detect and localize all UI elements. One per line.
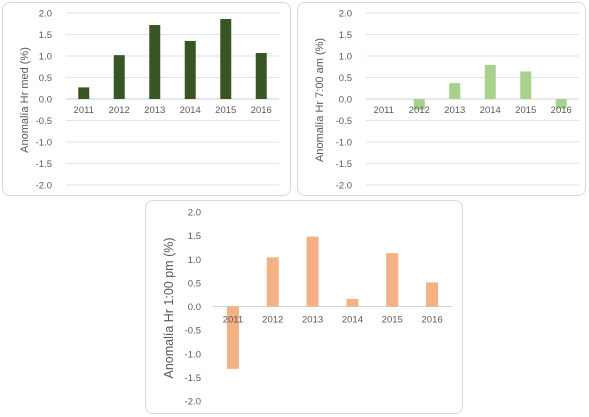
y-tick-label: -0.5 xyxy=(36,116,52,127)
y-tick-label: 1.0 xyxy=(39,52,52,63)
y-axis-label: Anomalía Hr med (%) xyxy=(19,47,31,153)
x-tick-label: 2013 xyxy=(302,315,323,326)
y-tick-label: -2.0 xyxy=(336,181,352,192)
x-tick-label: 2011 xyxy=(374,105,394,116)
bar-chart-hr-1pm: Anomalía Hr 1:00 pm (%) 2.0 1.5 1.0 0.5 0.0 -… xyxy=(162,208,452,408)
y-tick-label: -1.5 xyxy=(36,159,52,170)
y-tick-label: 2.0 xyxy=(339,9,352,20)
y-tick-label: -1.0 xyxy=(185,349,201,360)
bar-2011 xyxy=(78,87,90,99)
y-tick-label: 2.0 xyxy=(188,208,201,219)
x-tick-label: 2015 xyxy=(382,315,403,326)
bar-2012 xyxy=(413,99,425,110)
x-tick-label: 2016 xyxy=(422,315,443,326)
y-tick-label: 1.0 xyxy=(188,255,201,266)
bar-2016 xyxy=(255,52,267,99)
x-tick-label: 2014 xyxy=(342,315,363,326)
bar-2013 xyxy=(306,236,319,307)
x-tick-label: 2011 xyxy=(223,315,243,326)
y-tick-label: -2.0 xyxy=(185,397,201,408)
y-axis-label: Anomalía Hr 1:00 pm (%) xyxy=(162,237,176,378)
bar-2013 xyxy=(449,83,461,99)
y-tick-label: 0.5 xyxy=(39,73,52,84)
x-tick-label: 2012 xyxy=(109,105,130,116)
y-tick-label: 1.5 xyxy=(188,231,201,242)
bar-2014 xyxy=(484,65,496,99)
x-tick-label: 2011 xyxy=(74,105,94,116)
bar-chart-hr-med: Anomalía Hr med (%) 2.0 1.5 1.0 0.5 0.0 -0.5 -… xyxy=(19,9,279,192)
y-tick-label: 0.5 xyxy=(188,278,201,289)
y-tick-label: -0.5 xyxy=(185,326,201,337)
x-tick-label: 2016 xyxy=(251,105,272,116)
x-tick-label: 2014 xyxy=(480,105,501,116)
bar-2013 xyxy=(149,25,161,99)
x-tick-label: 2012 xyxy=(262,315,283,326)
x-tick-label: 2013 xyxy=(144,105,165,116)
bar-2011 xyxy=(226,306,239,369)
y-tick-label: -1.5 xyxy=(185,373,201,384)
x-tick-label: 2015 xyxy=(515,105,536,116)
y-tick-label: -1.0 xyxy=(36,138,52,149)
bar-2014 xyxy=(346,298,359,307)
bar-chart-hr-7am: Anomalía Hr 7:00 am (%) 2.0 1.5 1.0 0.5 0.0 -… xyxy=(314,9,579,192)
x-tick-label: 2014 xyxy=(180,105,201,116)
y-tick-label: 2.0 xyxy=(39,9,52,20)
x-tick-label: 2013 xyxy=(444,105,465,116)
bar-2015 xyxy=(220,19,232,99)
y-axis-label: Anomalía Hr 7:00 am (%) xyxy=(314,38,326,162)
bar-2012 xyxy=(113,55,125,99)
chart-panel-hr-med: Anomalía Hr med (%) 2.0 1.5 1.0 0.5 0.0 -0.5 -… xyxy=(2,2,291,196)
y-tick-label: -0.5 xyxy=(336,116,352,127)
bar-2016 xyxy=(426,282,439,307)
y-tick-label: 1.5 xyxy=(39,30,52,41)
x-tick-label: 2012 xyxy=(409,105,430,116)
bar-2014 xyxy=(184,40,196,99)
y-tick-label: 1.5 xyxy=(339,30,352,41)
y-tick-label: -1.5 xyxy=(336,159,352,170)
y-tick-label: -2.0 xyxy=(36,181,52,192)
chart-panel-hr-1pm: Anomalía Hr 1:00 pm (%) 2.0 1.5 1.0 0.5 0.0 -… xyxy=(145,200,463,414)
bar-2015 xyxy=(386,253,399,307)
chart-panel-hr-7am: Anomalía Hr 7:00 am (%) 2.0 1.5 1.0 0.5 0.0 -… xyxy=(297,2,586,196)
bar-2016 xyxy=(555,99,567,109)
y-tick-label: 0.5 xyxy=(339,73,352,84)
x-tick-label: 2015 xyxy=(215,105,236,116)
x-tick-label: 2016 xyxy=(551,105,572,116)
y-tick-label: 0.0 xyxy=(39,95,52,106)
y-tick-label: 0.0 xyxy=(188,302,201,313)
y-tick-label: 1.0 xyxy=(339,52,352,63)
bar-2015 xyxy=(520,71,532,99)
y-tick-label: 0.0 xyxy=(339,95,352,106)
y-tick-label: -1.0 xyxy=(336,138,352,149)
bar-2012 xyxy=(266,257,279,307)
